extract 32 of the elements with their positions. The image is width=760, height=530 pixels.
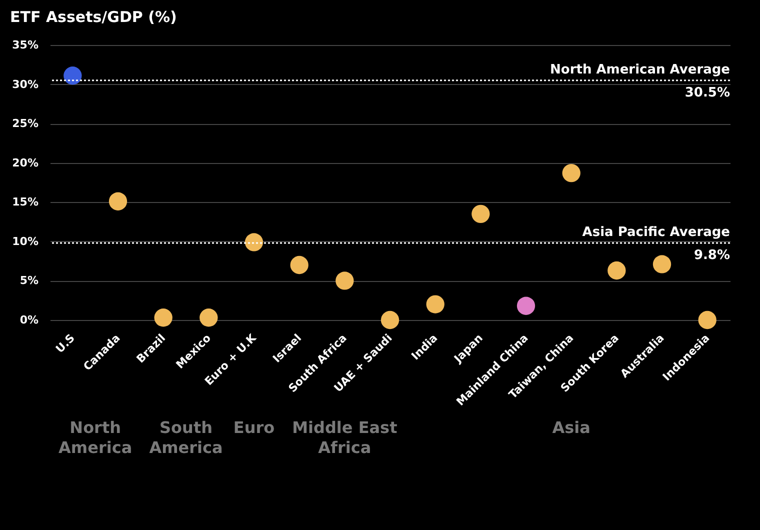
y-tick-label: 25%: [12, 117, 38, 130]
ref-line-label: North American Average 30.5%: [550, 62, 730, 100]
text: South America: [149, 418, 223, 457]
y-tick-label: 5%: [20, 274, 38, 288]
point: [64, 66, 82, 85]
point: [336, 272, 354, 290]
x-tick-label: U.S: [53, 332, 78, 356]
point: [200, 308, 218, 327]
point: [562, 164, 580, 182]
chart-title: ETF Assets/GDP (%): [10, 8, 177, 26]
point: [154, 308, 172, 327]
point: [652, 255, 672, 274]
y-tick-label: 35%: [12, 38, 38, 52]
point: [472, 204, 490, 223]
y-tick-label: 0%: [20, 314, 38, 326]
ref-line-label: Asia Pacific Average 9.8%: [582, 225, 730, 263]
text: Euro: [233, 418, 275, 437]
point: [426, 295, 444, 314]
point: [108, 192, 128, 210]
point: [380, 310, 400, 330]
text: Middle East Africa: [292, 418, 398, 457]
text: North America: [58, 418, 132, 457]
y-tick-label: 20%: [12, 156, 38, 170]
point: [516, 296, 536, 315]
point: [290, 256, 308, 274]
y-tick-label: 15%: [12, 196, 38, 209]
point: [608, 261, 626, 280]
point: [698, 310, 716, 330]
y-tick-label: 30%: [12, 78, 38, 91]
text: Asia: [552, 418, 590, 437]
y-tick-label: 10%: [12, 234, 38, 248]
point: [244, 233, 264, 252]
